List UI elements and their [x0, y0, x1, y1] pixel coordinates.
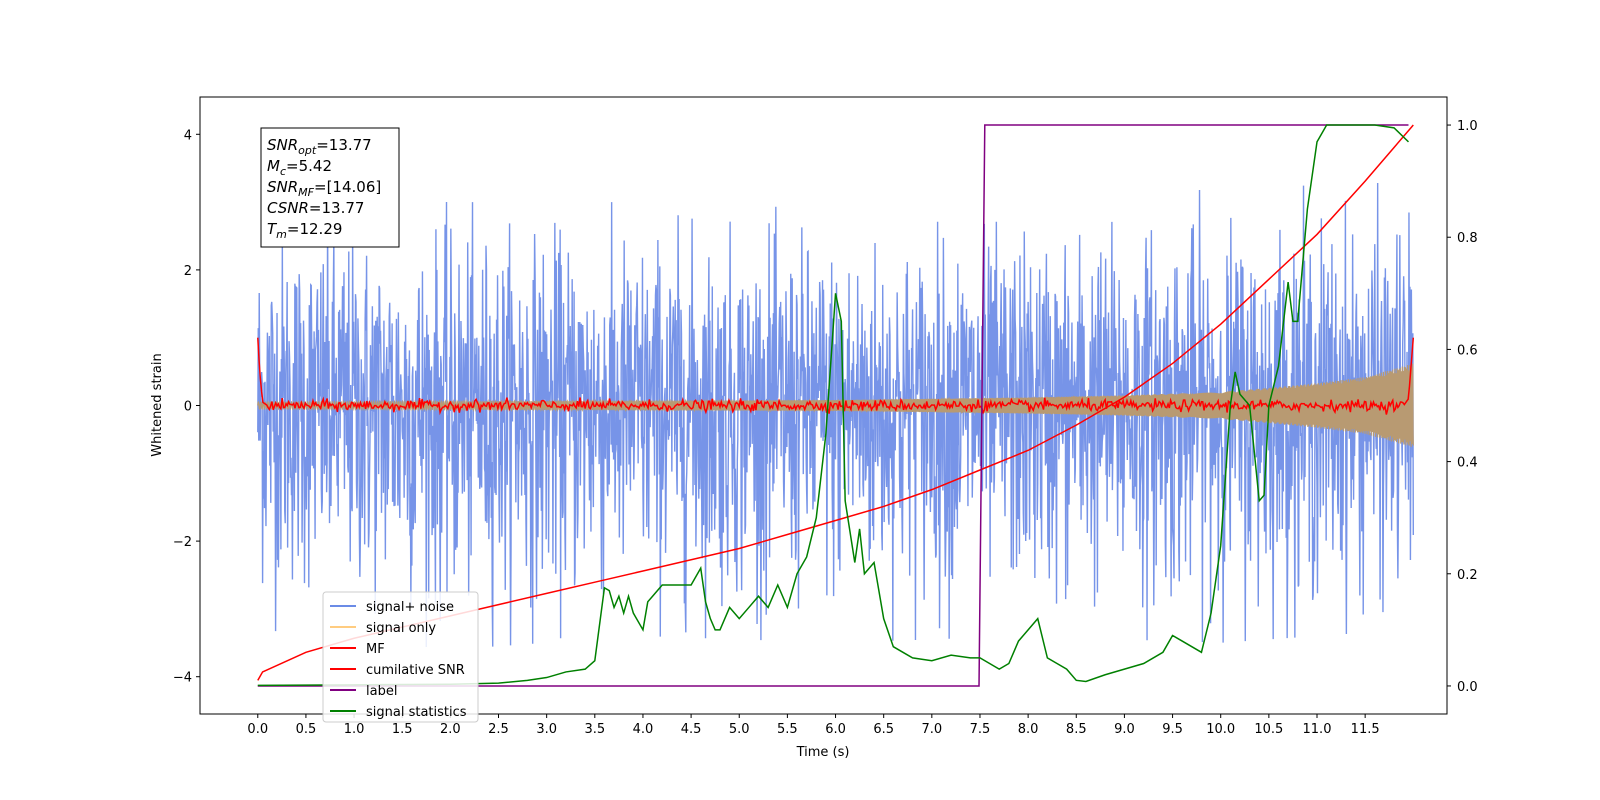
x-tick-label: 9.0: [1114, 722, 1135, 737]
x-tick-label: 11.5: [1351, 722, 1380, 737]
annotation-line: SNRMF=[14.06]: [267, 178, 381, 199]
x-tick-label: 10.0: [1206, 722, 1235, 737]
x-tick-label: 5.5: [777, 722, 798, 737]
x-axis-label: Time (s): [796, 745, 850, 760]
x-tick-label: 9.5: [1162, 722, 1183, 737]
x-tick-label: 11.0: [1303, 722, 1332, 737]
legend-label: signal only: [366, 621, 436, 636]
y-axis-left: −4 −2 0 2 4: [173, 128, 200, 686]
x-tick-label: 0.0: [247, 722, 268, 737]
x-tick-label: 1.0: [344, 722, 365, 737]
legend-label: signal+ noise: [366, 600, 454, 615]
y-right-tick-label: 0.0: [1457, 680, 1478, 695]
y-right-tick-label: 0.4: [1457, 456, 1478, 471]
x-tick-label: 4.5: [681, 722, 702, 737]
legend-label: MF: [366, 642, 385, 657]
y-axis-right: 0.0 0.2 0.4 0.6 0.8 1.0: [1447, 119, 1478, 695]
series-signal-plus-noise: [257, 183, 1415, 648]
x-tick-label: 8.5: [1066, 722, 1087, 737]
x-tick-label: 6.0: [825, 722, 846, 737]
y-right-tick-label: 0.2: [1457, 568, 1478, 583]
x-tick-label: 1.5: [392, 722, 413, 737]
y-tick-label: 4: [184, 128, 192, 143]
legend-label: cumilative SNR: [366, 663, 465, 678]
x-tick-label: 10.5: [1254, 722, 1283, 737]
y-right-tick-label: 0.6: [1457, 343, 1478, 358]
annotation-line: CSNR=13.77: [267, 199, 364, 217]
x-tick-label: 3.5: [584, 722, 605, 737]
x-tick-label: 4.0: [633, 722, 654, 737]
x-axis: 0.0 0.5 1.0 1.5 2.0 2.5 3.0 3.5 4.0 4.5 5.0 5.5 6.0 6…: [247, 714, 1380, 737]
x-tick-label: 3.0: [536, 722, 557, 737]
y-right-tick-label: 1.0: [1457, 119, 1478, 134]
x-tick-label: 7.0: [921, 722, 942, 737]
x-tick-label: 5.0: [729, 722, 750, 737]
annotation-box: SNRopt=13.77Mc=5.42SNRMF=[14.06]CSNR=13.…: [260, 127, 400, 248]
y-axis-label: Whitened strain: [150, 353, 165, 456]
series-signal-statistics: [257, 124, 1410, 687]
y-tick-label: −4: [173, 671, 192, 686]
legend: signal+ noise signal only MF cumilative SNR…: [322, 591, 479, 723]
x-tick-label: 7.5: [970, 722, 991, 737]
series-label: [257, 124, 1409, 687]
x-tick-label: 6.5: [873, 722, 894, 737]
legend-label: label: [366, 684, 397, 699]
x-tick-label: 0.5: [296, 722, 317, 737]
legend-frame: [322, 591, 479, 723]
y-tick-label: 2: [184, 264, 192, 279]
x-tick-label: 8.0: [1018, 722, 1039, 737]
annotation-frame: [260, 127, 400, 248]
annotation-line: SNRopt=13.77: [267, 136, 372, 157]
y-tick-label: 0: [184, 400, 192, 415]
x-tick-label: 2.0: [440, 722, 461, 737]
y-tick-label: −2: [173, 535, 192, 550]
x-tick-label: 2.5: [488, 722, 509, 737]
legend-label: signal statistics: [366, 705, 467, 720]
annotation-line: Tm=12.29: [267, 220, 342, 241]
annotation-line: Mc=5.42: [267, 157, 332, 178]
series-mf: [257, 337, 1415, 416]
y-right-tick-label: 0.8: [1457, 231, 1478, 246]
